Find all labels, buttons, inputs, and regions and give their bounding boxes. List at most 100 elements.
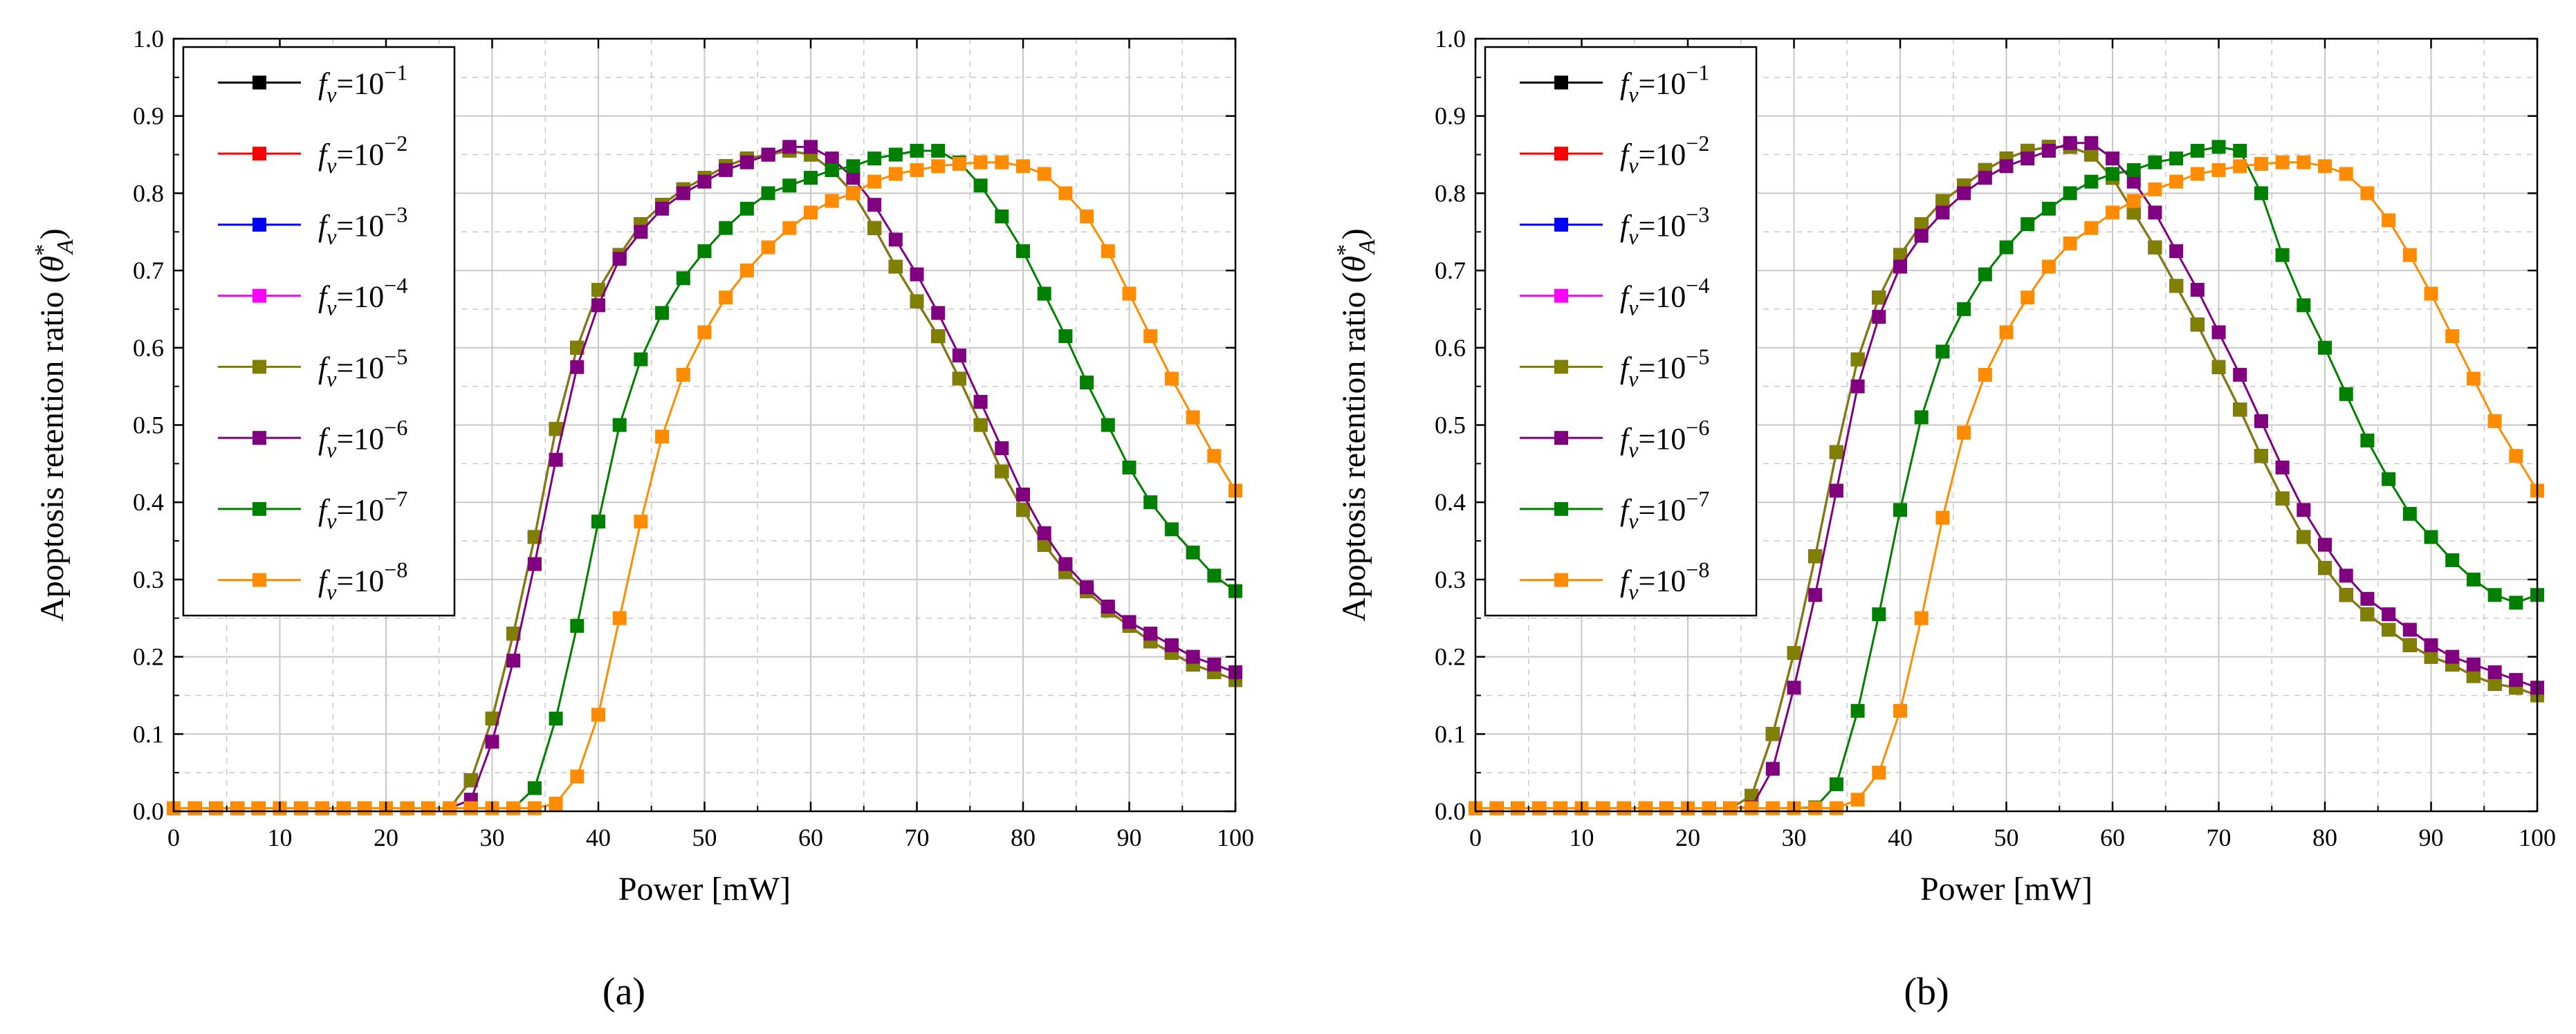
data-point: [2084, 221, 2099, 235]
data-point: [1999, 325, 2014, 340]
data-point: [846, 171, 861, 185]
data-point: [2126, 163, 2141, 177]
data-point: [1808, 801, 1823, 815]
legend-item-4: fv=10−4: [218, 273, 407, 320]
legend-item-3: fv=10−3: [1520, 202, 1709, 249]
legend-marker: [1554, 147, 1568, 161]
data-point: [1850, 352, 1865, 367]
data-point: [931, 159, 946, 174]
data-point: [1080, 580, 1094, 595]
legend-label: fv=10−3: [318, 202, 407, 249]
data-point: [910, 163, 924, 177]
data-point: [2466, 669, 2481, 683]
y-axis-title: Apoptosis retention ratio (θ*A): [1332, 228, 1380, 622]
data-point: [995, 155, 1009, 169]
data-point: [2509, 449, 2523, 463]
data-point: [846, 186, 861, 201]
data-point: [1122, 286, 1137, 301]
data-point: [634, 225, 648, 239]
x-tick-label: 10: [1570, 824, 1594, 851]
data-point: [931, 143, 946, 158]
data-point: [1164, 371, 1179, 386]
data-point: [2169, 151, 2184, 166]
x-tick-label: 0: [167, 824, 180, 851]
data-point: [634, 352, 648, 367]
data-point: [973, 155, 988, 169]
data-point: [1893, 703, 1907, 718]
legend-item-5: fv=10−5: [218, 344, 407, 391]
data-point: [1143, 329, 1158, 344]
data-point: [1016, 159, 1030, 174]
data-point: [2169, 244, 2184, 259]
data-point: [2509, 596, 2523, 610]
y-tick-label: 0.9: [133, 102, 164, 130]
data-point: [1850, 703, 1865, 718]
data-point: [2339, 167, 2353, 181]
data-point: [2254, 449, 2268, 463]
data-point: [1978, 267, 1992, 281]
data-point: [2297, 530, 2311, 544]
data-point: [2318, 340, 2332, 355]
data-point: [294, 801, 309, 815]
data-point: [2021, 217, 2035, 232]
data-point: [1808, 588, 1823, 602]
y-tick-label: 0.4: [1435, 488, 1466, 516]
data-point: [612, 418, 627, 432]
data-point: [2424, 286, 2438, 301]
x-tick-label: 50: [692, 824, 717, 851]
legend-item-1: fv=10−1: [218, 59, 407, 107]
data-point: [485, 711, 499, 726]
data-point: [1617, 801, 1631, 815]
data-point: [1723, 801, 1738, 815]
data-point: [2254, 156, 2268, 171]
data-point: [1914, 217, 1929, 232]
data-point: [2466, 371, 2481, 386]
legend: fv=10−1 fv=10−2 fv=10−3 fv=10−4 fv=10−5 fv=10…: [1484, 46, 1758, 617]
x-tick-label: 80: [1011, 824, 1036, 851]
data-point: [1532, 801, 1547, 815]
data-point: [2126, 194, 2141, 208]
data-point: [2509, 673, 2523, 687]
data-point: [336, 801, 351, 815]
legend-box: [1484, 46, 1758, 617]
data-point: [2466, 572, 2481, 587]
data-point: [2084, 136, 2099, 150]
data-point: [1489, 801, 1504, 815]
data-point: [570, 769, 585, 784]
data-point: [400, 801, 414, 815]
data-point: [612, 611, 627, 625]
data-point: [506, 654, 521, 668]
data-point: [2487, 676, 2502, 691]
data-point: [1999, 159, 2014, 174]
data-point: [2318, 561, 2332, 575]
data-point: [2318, 159, 2332, 174]
data-point: [2126, 205, 2141, 220]
data-point: [931, 306, 946, 320]
data-point: [2063, 186, 2077, 201]
x-axis-title: Power [mW]: [618, 871, 791, 907]
data-point: [1872, 310, 1886, 324]
legend-marker: [252, 360, 266, 374]
y-tick-label: 0.4: [133, 488, 164, 516]
data-point: [719, 163, 733, 177]
data-point: [1702, 801, 1716, 815]
data-point: [549, 711, 563, 726]
data-point: [846, 159, 861, 174]
data-point: [1143, 627, 1158, 641]
legend-item-1: fv=10−1: [1520, 59, 1709, 107]
data-point: [358, 801, 372, 815]
y-tick-label: 0.3: [1435, 566, 1466, 593]
y-tick-label: 0.8: [133, 179, 164, 207]
legend-label: fv=10−7: [318, 486, 407, 533]
data-point: [2275, 248, 2290, 262]
data-point: [2063, 136, 2077, 150]
legend-marker: [252, 573, 266, 587]
x-tick-label: 20: [374, 824, 398, 851]
x-tick-label: 100: [2519, 824, 2556, 851]
data-point: [2402, 248, 2417, 262]
data-point: [2233, 159, 2247, 174]
x-axis-title: Power [mW]: [1920, 871, 2092, 907]
data-point: [1893, 248, 1907, 262]
data-point: [612, 252, 627, 266]
